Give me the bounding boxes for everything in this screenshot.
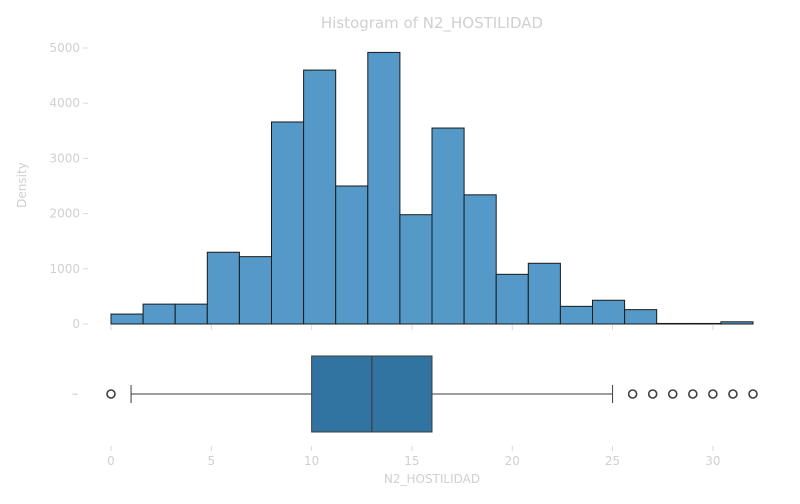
y-tick-label: 3000 — [49, 151, 80, 165]
y-tick-label: 1000 — [49, 262, 80, 276]
histogram-x-axis — [110, 325, 714, 330]
x-tick-label: 25 — [605, 454, 620, 468]
chart-title: Histogram of N2_HOSTILIDAD — [321, 14, 543, 33]
x-tick-label: 0 — [107, 454, 115, 468]
y-tick-label: 5000 — [49, 41, 80, 55]
boxplot: - — [72, 355, 758, 433]
histogram-bar — [559, 305, 594, 325]
boxplot-outlier — [647, 389, 658, 399]
x-axis-title: N2_HOSTILIDAD — [384, 472, 480, 486]
histogram-bar — [495, 273, 529, 325]
boxplot-x-axis: 0 5 10 15 20 25 30 — [107, 446, 721, 468]
boxplot-outlier — [688, 389, 698, 399]
histogram-bar — [720, 321, 754, 325]
histogram-bar — [656, 322, 690, 325]
histogram-bar — [238, 256, 272, 325]
histogram-bar — [367, 51, 401, 325]
boxplot-outlier — [728, 389, 738, 399]
histogram-bar — [174, 303, 208, 325]
x-tick-label: 20 — [505, 454, 520, 468]
histogram-bar — [527, 262, 561, 325]
y-tick-label: 4000 — [49, 96, 80, 110]
x-tick-label: 30 — [705, 454, 720, 468]
x-tick-label: 15 — [404, 454, 419, 468]
histogram-bar — [624, 309, 658, 325]
histogram-bar — [206, 251, 240, 325]
histogram-y-axis: 0 1000 2000 3000 4000 5000 — [49, 41, 88, 331]
histogram-bar — [303, 69, 337, 325]
histogram-bar — [592, 299, 626, 325]
histogram-bar — [463, 194, 497, 325]
x-tick-label: 10 — [304, 454, 319, 468]
histogram-bar — [688, 322, 722, 325]
histogram-bar — [399, 214, 433, 325]
x-tick-label: 5 — [207, 454, 215, 468]
histogram-bar — [110, 313, 144, 325]
boxplot-outlier — [667, 389, 678, 399]
boxplot-outlier — [106, 389, 116, 399]
histogram-bar — [431, 127, 465, 325]
y-tick-label: 0 — [72, 317, 80, 331]
histogram-bar — [335, 185, 369, 325]
y-axis-title: Density — [15, 162, 29, 208]
boxplot-outlier — [748, 389, 758, 399]
histogram-bar — [271, 121, 305, 325]
histogram-bars — [110, 51, 754, 325]
y-tick-label: 2000 — [49, 207, 80, 221]
boxplot-outlier — [627, 389, 638, 399]
histogram-bar — [142, 303, 176, 325]
boxplot-outlier — [708, 389, 718, 399]
